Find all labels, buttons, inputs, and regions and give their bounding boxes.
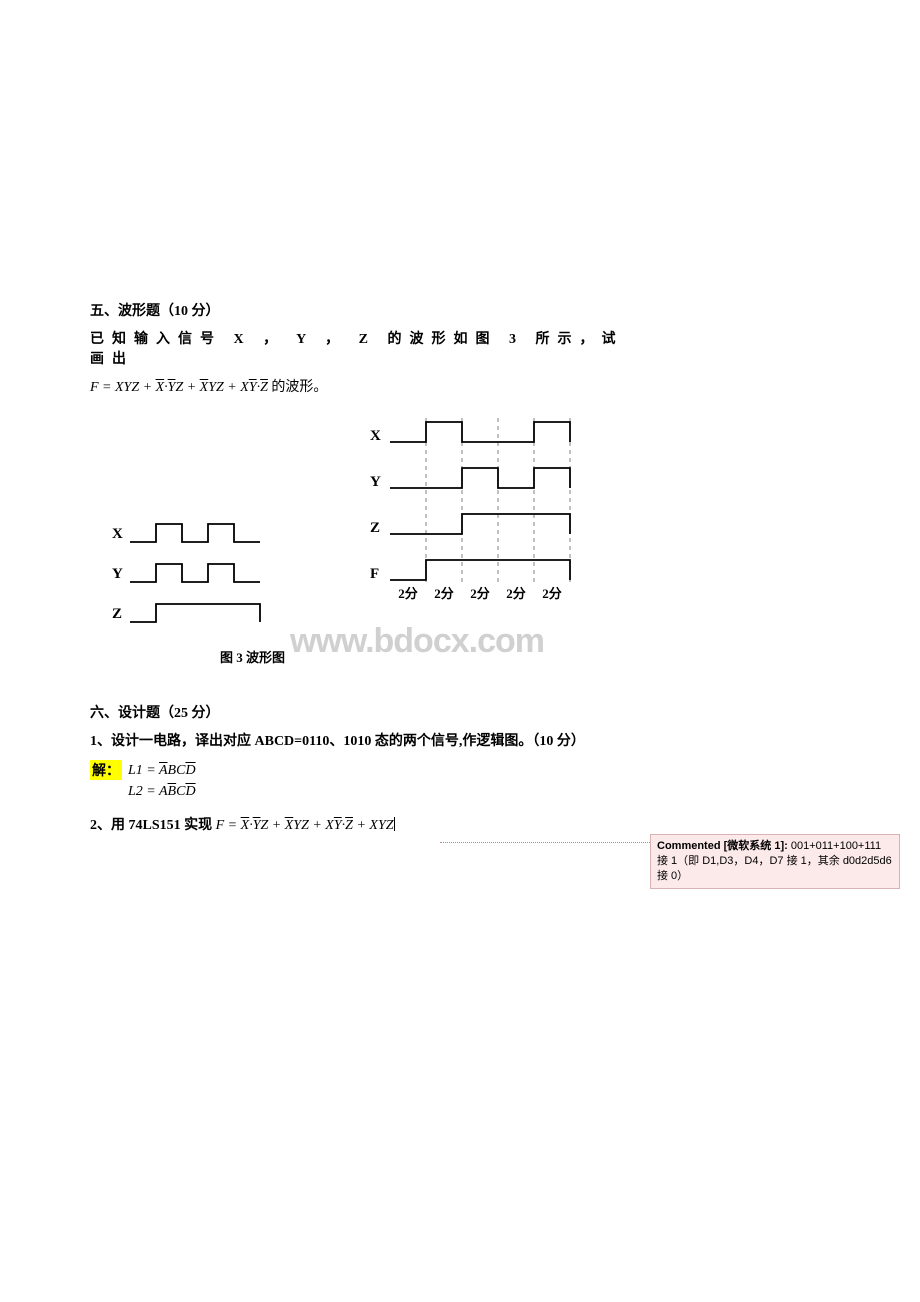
question-2: 2、用 74LS151 实现 F = X·YZ + XYZ + XY·Z + X… <box>90 814 630 834</box>
comment-balloon[interactable]: Commented [微软系统 1]: 001+011+100+111 接 1（… <box>650 834 900 889</box>
eq-L1: L1 = ABCD <box>128 760 196 781</box>
solution-equations: L1 = ABCD L2 = ABCD <box>128 760 196 802</box>
svg-text:Y: Y <box>370 474 381 490</box>
comment-connector <box>440 842 650 843</box>
svg-text:X: X <box>112 526 123 542</box>
waveform-diagram: XYZXYZF2分2分2分2分2分 www.bdocx.com 图 3 波形图 <box>90 412 630 672</box>
comment-head: Commented [微软系统 1]: <box>657 840 791 852</box>
section6-title: 六、设计题（25 分） <box>90 702 630 722</box>
svg-text:X: X <box>370 428 381 444</box>
section5-title: 五、波形题（10 分） <box>90 300 630 320</box>
eq-L2: L2 = ABCD <box>128 781 196 802</box>
solution-block: 解： L1 = ABCD L2 = ABCD <box>90 760 630 802</box>
svg-text:2分: 2分 <box>506 586 526 601</box>
svg-text:Z: Z <box>112 606 122 622</box>
svg-text:2分: 2分 <box>542 586 562 601</box>
comment-anchor <box>394 817 395 831</box>
waveform-svg: X Y Z X Y Z F 2分 2分 2分 2分 2分 <box>90 412 630 672</box>
solution-label: 解： <box>90 760 122 780</box>
q2-formula: F = X·YZ + XYZ + XY·Z + XYZ <box>216 818 394 833</box>
section5-formula: F = XYZ + X·YZ + XYZ + XY·Z 的波形。 <box>90 376 630 396</box>
svg-text:2分: 2分 <box>470 586 490 601</box>
svg-text:2分: 2分 <box>434 586 454 601</box>
section5-prompt: 已知输入信号 X ， Y ， Z 的波形如图 3 所示，试画出 <box>90 328 630 368</box>
svg-text:Z: Z <box>370 520 380 536</box>
figure-caption: 图 3 波形图 <box>220 647 285 666</box>
svg-text:2分: 2分 <box>398 586 418 601</box>
question-1: 1、设计一电路，译出对应 ABCD=0110、1010 态的两个信号,作逻辑图。… <box>90 730 630 750</box>
q2-prefix: 2、用 74LS151 实现 <box>90 818 212 833</box>
svg-text:F: F <box>370 566 379 582</box>
svg-text:Y: Y <box>112 566 123 582</box>
